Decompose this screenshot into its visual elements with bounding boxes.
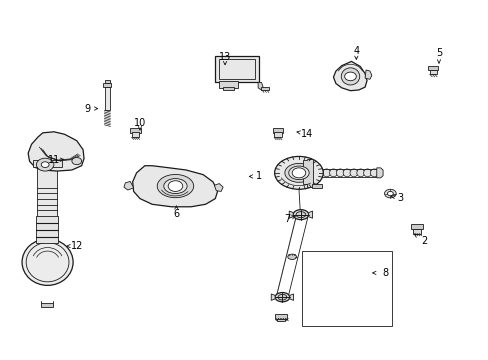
Polygon shape: [289, 294, 293, 300]
Bar: [130, 128, 141, 133]
Polygon shape: [214, 184, 223, 192]
Ellipse shape: [274, 157, 323, 189]
Polygon shape: [365, 70, 371, 79]
Polygon shape: [258, 82, 263, 90]
Circle shape: [72, 157, 81, 165]
Polygon shape: [311, 184, 322, 188]
Bar: [36, 216, 58, 243]
Bar: [215, 56, 259, 82]
Ellipse shape: [275, 293, 289, 302]
Text: 8: 8: [382, 268, 388, 278]
Text: 7: 7: [284, 214, 290, 224]
Ellipse shape: [163, 179, 187, 194]
Ellipse shape: [295, 212, 305, 218]
Ellipse shape: [287, 254, 296, 260]
Text: 13: 13: [219, 52, 231, 62]
Circle shape: [386, 192, 392, 196]
Ellipse shape: [22, 239, 73, 285]
Bar: [412, 229, 420, 234]
Ellipse shape: [370, 169, 377, 177]
Ellipse shape: [285, 163, 312, 182]
Text: 2: 2: [421, 236, 427, 246]
Text: 1: 1: [256, 171, 262, 181]
Ellipse shape: [292, 210, 308, 220]
Polygon shape: [376, 168, 382, 178]
Circle shape: [344, 72, 356, 81]
Bar: [275, 314, 286, 319]
Text: 3: 3: [396, 193, 402, 203]
Polygon shape: [28, 132, 84, 171]
Ellipse shape: [341, 68, 359, 85]
Text: 9: 9: [85, 104, 91, 113]
Bar: [260, 87, 269, 90]
Text: 10: 10: [134, 118, 146, 128]
Polygon shape: [308, 211, 312, 218]
Circle shape: [168, 181, 183, 192]
Polygon shape: [271, 294, 275, 300]
Polygon shape: [132, 166, 217, 207]
Ellipse shape: [329, 169, 337, 177]
Bar: [103, 83, 111, 87]
Bar: [105, 80, 110, 83]
Bar: [277, 319, 285, 321]
Ellipse shape: [363, 169, 371, 177]
Ellipse shape: [343, 169, 350, 177]
Polygon shape: [123, 181, 133, 190]
Text: 5: 5: [435, 48, 441, 58]
Bar: [131, 132, 139, 138]
Bar: [410, 224, 422, 229]
Bar: [429, 69, 436, 74]
Circle shape: [36, 158, 54, 171]
Bar: [37, 166, 57, 217]
Ellipse shape: [349, 169, 357, 177]
Circle shape: [291, 168, 305, 178]
Ellipse shape: [157, 175, 193, 198]
Bar: [105, 87, 110, 111]
Bar: [219, 81, 237, 88]
Text: 12: 12: [70, 241, 83, 251]
Bar: [33, 160, 62, 167]
Text: 11: 11: [48, 156, 60, 165]
Bar: [427, 66, 437, 70]
Bar: [274, 132, 282, 138]
Polygon shape: [302, 158, 312, 187]
Ellipse shape: [336, 169, 344, 177]
Bar: [272, 128, 283, 133]
Bar: [223, 87, 233, 90]
Bar: [301, 251, 391, 327]
Polygon shape: [288, 211, 292, 218]
Text: 14: 14: [300, 129, 312, 139]
Text: 6: 6: [173, 209, 179, 219]
Text: 4: 4: [352, 46, 359, 57]
Ellipse shape: [356, 169, 364, 177]
Ellipse shape: [278, 294, 286, 300]
Circle shape: [384, 189, 395, 198]
Ellipse shape: [322, 169, 330, 177]
Polygon shape: [333, 62, 366, 91]
Bar: [41, 302, 53, 307]
Circle shape: [41, 162, 49, 167]
Ellipse shape: [288, 166, 308, 180]
Bar: [219, 59, 255, 79]
